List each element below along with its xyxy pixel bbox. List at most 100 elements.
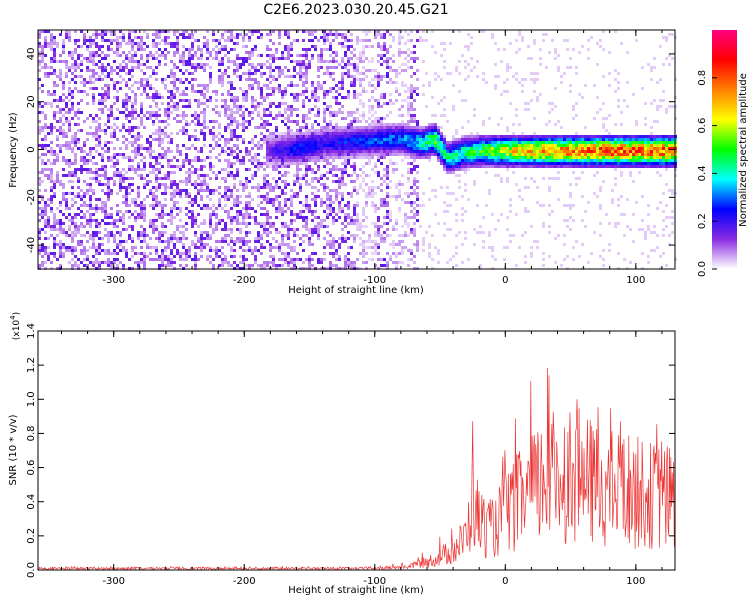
heatmap-cell xyxy=(374,240,377,243)
heatmap-cell xyxy=(38,264,41,267)
heatmap-cell xyxy=(44,162,47,165)
heatmap-cell xyxy=(170,141,173,144)
heatmap-cell xyxy=(104,210,107,213)
heatmap-cell xyxy=(197,204,200,207)
heatmap-cell xyxy=(452,138,455,141)
heatmap-cell xyxy=(320,48,323,51)
heatmap-cell xyxy=(383,117,386,120)
heatmap-cell xyxy=(233,162,236,165)
heatmap-cell xyxy=(416,243,419,246)
heatmap-cell xyxy=(284,108,287,111)
heatmap-cell xyxy=(224,237,227,240)
heatmap-cell xyxy=(239,237,242,240)
heatmap-cell xyxy=(269,75,272,78)
heatmap-cell xyxy=(422,135,425,138)
heatmap-cell xyxy=(302,225,305,228)
heatmap-cell xyxy=(170,237,173,240)
heatmap-cell xyxy=(281,207,284,210)
heatmap-cell xyxy=(302,135,305,138)
heatmap-cell xyxy=(365,246,368,249)
heatmap-cell xyxy=(212,165,215,168)
heatmap-cell xyxy=(308,66,311,69)
heatmap-cell xyxy=(98,225,101,228)
heatmap-cell xyxy=(227,171,230,174)
heatmap-cell xyxy=(413,153,416,156)
heatmap-cell xyxy=(404,147,407,150)
heatmap-cell xyxy=(125,228,128,231)
heatmap-cell xyxy=(131,183,134,186)
heatmap-cell xyxy=(389,186,392,189)
heatmap-cell xyxy=(332,78,335,81)
heatmap-cell xyxy=(98,45,101,48)
heatmap-cell xyxy=(428,246,431,249)
heatmap-cell xyxy=(353,180,356,183)
heatmap-cell xyxy=(320,36,323,39)
heatmap-cell xyxy=(293,150,296,153)
heatmap-cell xyxy=(383,45,386,48)
heatmap-cell xyxy=(146,93,149,96)
heatmap-cell xyxy=(191,42,194,45)
heatmap-cell xyxy=(122,264,125,267)
heatmap-cell xyxy=(395,228,398,231)
heatmap-cell xyxy=(173,255,176,258)
heatmap-cell xyxy=(191,114,194,117)
heatmap-cell xyxy=(92,93,95,96)
heatmap-cell xyxy=(245,201,248,204)
heatmap-cell xyxy=(98,174,101,177)
heatmap-cell xyxy=(98,117,101,120)
heatmap-cell xyxy=(104,207,107,210)
heatmap-cell xyxy=(308,30,311,33)
heatmap-cell xyxy=(224,186,227,189)
heatmap-cell xyxy=(371,168,374,171)
heatmap-cell xyxy=(257,114,260,117)
heatmap-cell xyxy=(263,123,266,126)
heatmap-cell xyxy=(134,51,137,54)
heatmap-cell xyxy=(251,147,254,150)
heatmap-cell xyxy=(356,219,359,222)
heatmap-cell xyxy=(401,234,404,237)
heatmap-cell xyxy=(107,198,110,201)
heatmap-cell xyxy=(227,138,230,141)
heatmap-cell xyxy=(86,258,89,261)
heatmap-cell xyxy=(188,123,191,126)
heatmap-cell xyxy=(287,114,290,117)
heatmap-cell xyxy=(275,129,278,132)
heatmap-cell xyxy=(284,144,287,147)
heatmap-cell xyxy=(89,201,92,204)
heatmap-cell xyxy=(92,81,95,84)
heatmap-cell xyxy=(56,180,59,183)
heatmap-cell xyxy=(326,135,329,138)
heatmap-cell xyxy=(302,81,305,84)
heatmap-cell xyxy=(386,252,389,255)
heatmap-cell xyxy=(371,132,374,135)
heatmap-cell xyxy=(131,102,134,105)
heatmap-cell xyxy=(347,138,350,141)
heatmap-cell xyxy=(218,75,221,78)
heatmap-cell xyxy=(314,132,317,135)
heatmap-cell xyxy=(347,237,350,240)
heatmap-cell xyxy=(182,57,185,60)
heatmap-cell xyxy=(293,132,296,135)
heatmap-cell xyxy=(155,237,158,240)
heatmap-cell xyxy=(245,195,248,198)
heatmap-cell xyxy=(113,180,116,183)
heatmap-cell xyxy=(434,78,437,81)
heatmap-cell xyxy=(338,255,341,258)
heatmap-cell xyxy=(194,54,197,57)
heatmap-cell xyxy=(380,153,383,156)
heatmap-cell xyxy=(341,57,344,60)
heatmap-cell xyxy=(89,54,92,57)
heatmap-cell xyxy=(116,42,119,45)
heatmap-cell xyxy=(137,168,140,171)
heatmap-cell xyxy=(326,132,329,135)
heatmap-cell xyxy=(74,75,77,78)
heatmap-cell xyxy=(350,132,353,135)
heatmap-cell xyxy=(50,57,53,60)
heatmap-cell xyxy=(332,111,335,114)
heatmap-cell xyxy=(50,189,53,192)
heatmap-cell xyxy=(410,258,413,261)
heatmap-cell xyxy=(140,144,143,147)
heatmap-cell xyxy=(422,93,425,96)
heatmap-cell xyxy=(194,252,197,255)
heatmap-cell xyxy=(326,243,329,246)
